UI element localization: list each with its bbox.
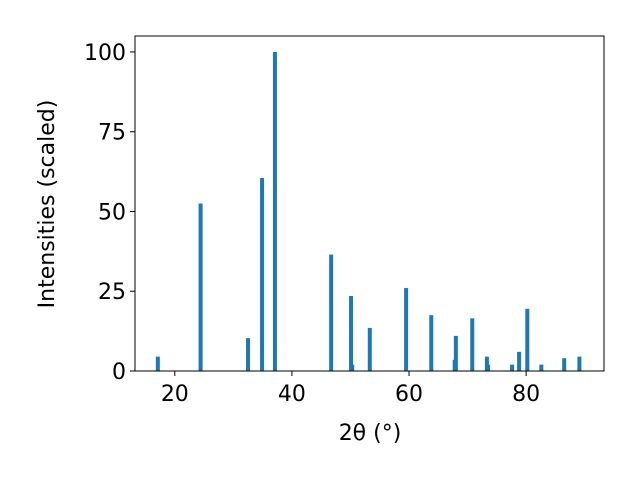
bar: [510, 364, 515, 371]
bar: [349, 296, 354, 371]
bar: [367, 327, 372, 371]
y-tick-label: 75: [98, 121, 126, 146]
bar: [577, 356, 582, 371]
x-tick-label: 60: [395, 382, 423, 407]
bar: [486, 364, 491, 371]
y-tick-label: 25: [98, 280, 126, 305]
y-tick-label: 50: [98, 200, 126, 225]
bar: [272, 51, 277, 371]
y-tick-label: 0: [112, 360, 126, 385]
bar: [539, 364, 544, 371]
bar: [429, 315, 434, 371]
bar: [329, 254, 334, 371]
x-tick-label: 20: [161, 382, 189, 407]
bar: [517, 351, 522, 371]
bar: [525, 308, 530, 371]
bar: [470, 318, 475, 371]
bar: [198, 203, 203, 371]
bar: [155, 356, 160, 371]
bar: [404, 288, 409, 371]
plot-frame: [134, 35, 605, 372]
y-axis-label: Intensities (scaled): [35, 100, 60, 309]
x-axis-label: 2θ (°): [339, 421, 402, 446]
bar: [484, 356, 489, 371]
bar: [453, 335, 458, 371]
y-tick-label: 100: [84, 41, 126, 66]
bar: [260, 177, 265, 371]
bar: [562, 358, 567, 371]
bar: [350, 364, 355, 371]
x-tick-label: 40: [278, 382, 306, 407]
x-tick-label: 80: [512, 382, 540, 407]
bar: [246, 338, 251, 371]
